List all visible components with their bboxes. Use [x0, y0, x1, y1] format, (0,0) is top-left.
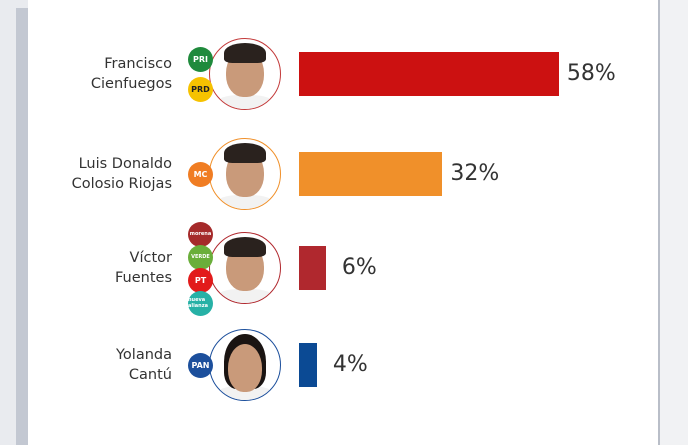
candidate-name-line: Francisco — [104, 56, 172, 72]
bar — [299, 343, 317, 387]
party-logo-icon: PT — [188, 267, 213, 293]
candidate-name-line: Luis Donaldo — [78, 156, 172, 172]
bar — [299, 52, 559, 96]
right-background — [660, 0, 688, 445]
candidate-name: Yolanda Cantú — [12, 345, 172, 385]
bar-value-label: 6% — [341, 255, 377, 280]
candidate-photo — [209, 138, 281, 210]
bar-value-label: 32% — [450, 161, 500, 186]
party-logo-icon: PAN — [188, 353, 213, 378]
party-logo-icon: MC — [188, 162, 213, 187]
candidate-name: Francisco Cienfuegos — [12, 54, 172, 94]
candidate-name: Víctor Fuentes — [12, 248, 172, 288]
candidate-photo — [209, 329, 281, 401]
bar — [299, 152, 443, 196]
candidate-name-line: Fuentes — [114, 270, 172, 286]
candidate-row: Francisco Cienfuegos PRI PRD 58% — [0, 0, 688, 110]
bar-value-label: 4% — [332, 352, 368, 377]
candidate-name-line: Yolanda — [116, 347, 172, 363]
bar — [299, 246, 326, 290]
candidate-photo — [209, 232, 281, 304]
party-logo-icon: PRI — [188, 47, 213, 72]
left-border-strip — [16, 8, 28, 445]
candidate-name-line: Cantú — [128, 367, 172, 383]
candidate-name-line: Víctor — [129, 250, 172, 266]
party-logo-icon: PRD — [188, 77, 213, 102]
candidate-name: Luis Donaldo Colosio Riojas — [12, 154, 172, 194]
candidate-photo — [209, 38, 281, 110]
candidate-row: Yolanda Cantú PAN 4% — [0, 0, 688, 401]
bar-value-label: 58% — [566, 61, 616, 86]
party-logo-icon: morena — [188, 221, 213, 247]
candidate-name-line: Colosio Riojas — [71, 176, 172, 192]
party-logo-icon: VERDE — [188, 244, 213, 270]
party-logo-icon: nueva alianza — [188, 290, 213, 316]
candidate-name-line: Cienfuegos — [90, 76, 172, 92]
candidate-row: Luis Donaldo Colosio Riojas MC 32% — [0, 0, 688, 210]
candidate-row: Víctor Fuentes morena VERDE PT nueva alianza 6… — [0, 0, 688, 316]
